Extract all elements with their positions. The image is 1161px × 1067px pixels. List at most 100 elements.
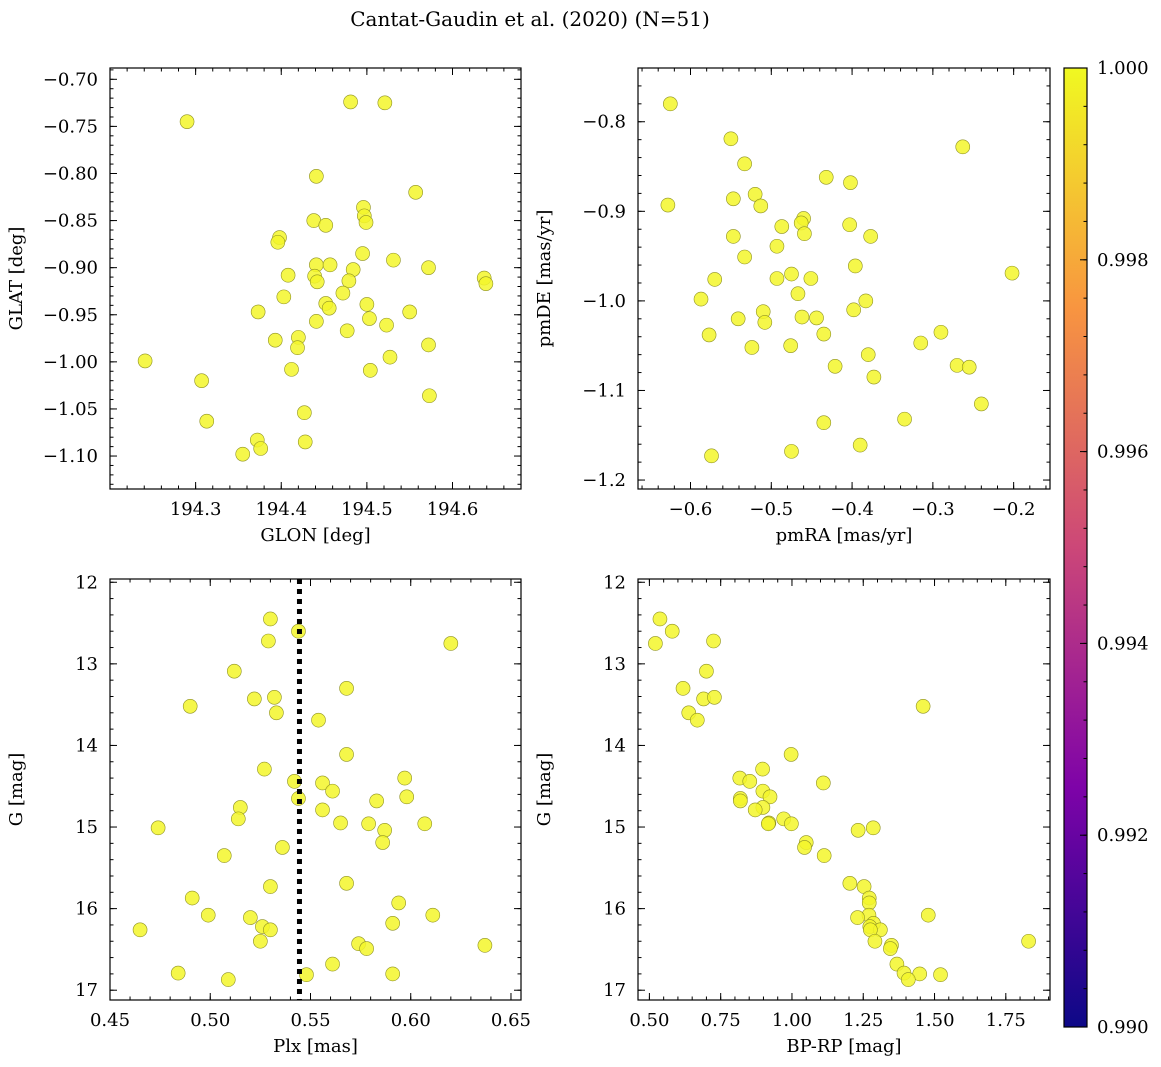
- data-point: [369, 793, 384, 809]
- data-point: [723, 131, 739, 147]
- y-tick-label: 13: [75, 654, 98, 675]
- data-point: [733, 793, 748, 809]
- data-point: [809, 310, 824, 326]
- x-tick-label: 0.75: [701, 1010, 741, 1031]
- data-point: [726, 191, 741, 207]
- y-tick-label: 17: [75, 980, 98, 1001]
- data-point: [402, 304, 417, 320]
- y-tick-label: −0.9: [582, 201, 626, 222]
- data-point: [297, 434, 313, 450]
- data-point: [276, 289, 292, 305]
- panel-plx-g: 0.45 0.50 0.55 0.60 0.65 12 13 14 15 16 17 Plx [mas…: [6, 572, 531, 1057]
- colorbar-tick-label: 0.998: [1097, 250, 1149, 271]
- data-point: [377, 822, 392, 838]
- y-tick-label: −0.90: [43, 258, 98, 279]
- plot-frame: [637, 578, 1051, 1001]
- data-point: [797, 840, 812, 855]
- data-point: [216, 848, 232, 863]
- panel-pmra-pmde: −0.6 −0.5 −0.4 −0.3 −0.2 −0.8 −0.9 −1.0 −1.1 −1.2…: [534, 67, 1051, 546]
- data-point: [784, 266, 799, 282]
- data-point: [747, 187, 763, 202]
- data-point: [299, 967, 314, 983]
- data-point: [263, 611, 278, 627]
- data-point: [1021, 933, 1036, 949]
- panel-bprp-g: 0.50 0.75 1.00 1.25 1.50 1.75 12 13 14 15 16 17 BP-R…: [534, 572, 1051, 1057]
- data-point: [737, 156, 752, 172]
- data-point: [818, 169, 834, 185]
- data-point: [341, 273, 357, 289]
- data-point: [761, 816, 776, 832]
- data-point: [253, 441, 269, 456]
- data-point: [883, 941, 898, 956]
- y-tick-label: −0.85: [43, 211, 98, 232]
- data-point: [816, 775, 831, 791]
- data-point: [842, 217, 857, 233]
- data-point: [290, 340, 305, 356]
- data-point: [382, 349, 398, 365]
- colorbar-frame: [1063, 67, 1088, 1028]
- data-point: [867, 933, 883, 949]
- data-point: [231, 811, 246, 827]
- y-tick-label: 14: [75, 735, 98, 756]
- axis-ticks: [638, 579, 1050, 1000]
- colorbar-tick-label: 1.000: [1097, 58, 1149, 79]
- x-tick-label: 0.50: [629, 1010, 669, 1031]
- data-points: [648, 611, 1036, 987]
- panel-glon-glat: 194.3 194.4 194.5 194.6 −0.70 −0.75 −0.80 −0.85…: [6, 67, 522, 546]
- plot-frame: [109, 578, 522, 1001]
- data-point: [253, 933, 268, 949]
- x-tick-label: 1.75: [986, 1010, 1026, 1031]
- colorbar-tick-label: 0.990: [1097, 1017, 1149, 1038]
- y-tick-label: 17: [603, 980, 626, 1001]
- data-point: [915, 698, 931, 714]
- data-point: [311, 712, 326, 728]
- data-point: [359, 297, 375, 312]
- data-point: [179, 114, 195, 129]
- data-point: [170, 965, 186, 981]
- x-tick-label: −0.6: [669, 499, 713, 520]
- data-point: [408, 185, 423, 200]
- x-axis-label: Plx [mas]: [273, 1036, 358, 1057]
- data-point: [269, 705, 284, 721]
- data-point: [850, 822, 866, 838]
- data-point: [379, 317, 394, 333]
- data-point: [933, 967, 948, 983]
- data-point: [816, 415, 832, 431]
- data-point: [747, 802, 763, 818]
- data-point: [699, 663, 714, 679]
- data-point: [247, 691, 262, 707]
- x-tick-label: 1.00: [772, 1010, 812, 1031]
- data-point: [742, 774, 758, 789]
- x-tick-label: 0.45: [90, 1010, 130, 1031]
- data-point: [933, 324, 949, 340]
- data-point: [267, 690, 282, 705]
- data-point: [421, 337, 436, 353]
- data-point: [757, 315, 773, 330]
- data-point: [863, 229, 878, 244]
- x-tick-label: 0.60: [391, 1010, 431, 1031]
- data-point: [784, 816, 799, 832]
- data-point: [477, 938, 493, 953]
- x-tick-label: 1.50: [914, 1010, 954, 1031]
- data-point: [321, 300, 337, 316]
- data-point: [220, 972, 236, 987]
- data-point: [706, 633, 721, 649]
- axis-ticks: [109, 579, 521, 1000]
- data-point: [358, 215, 374, 230]
- data-point: [783, 747, 799, 762]
- colorbar-tick-label: 0.992: [1097, 825, 1149, 846]
- data-point: [339, 876, 354, 891]
- data-point: [297, 405, 312, 421]
- x-tick-label: 194.6: [427, 499, 479, 520]
- scatter-panels: 194.3 194.4 194.5 194.6 −0.70 −0.75 −0.80 −0.85…: [6, 67, 1051, 1057]
- data-point: [897, 411, 912, 427]
- data-point: [783, 338, 798, 353]
- colorbar-tick-label: 0.996: [1097, 442, 1149, 463]
- data-point: [827, 358, 843, 374]
- data-point: [816, 326, 832, 342]
- data-point: [325, 783, 340, 799]
- y-tick-label: −0.8: [582, 112, 626, 133]
- x-tick-label: −0.5: [749, 499, 793, 520]
- data-point: [309, 169, 324, 184]
- x-axis-label: BP-RP [mag]: [786, 1036, 901, 1057]
